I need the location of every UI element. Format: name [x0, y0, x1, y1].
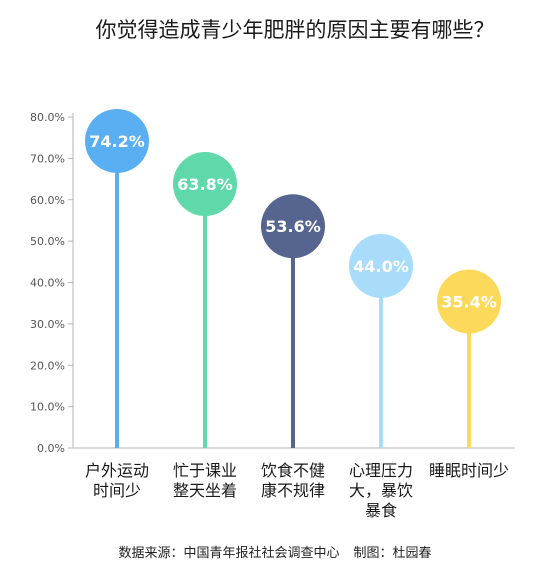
data-source: 数据来源：中国青年报社社会调查中心 — [118, 546, 340, 561]
category-label: 康不规律 — [261, 481, 325, 500]
value-label: 44.0% — [353, 257, 409, 276]
value-label: 35.4% — [441, 293, 497, 312]
source-line: 数据来源：中国青年报社社会调查中心 制图：杜园春 — [0, 542, 550, 561]
y-tick-label: 0.0% — [37, 442, 65, 455]
category-label: 暴食 — [365, 501, 397, 520]
chart-credit: 制图：杜园春 — [353, 546, 432, 561]
category-label: 心理压力 — [349, 461, 413, 480]
value-label: 63.8% — [177, 175, 233, 194]
y-tick-label: 10.0% — [30, 401, 65, 414]
category-label: 睡眠时间少 — [429, 461, 509, 480]
value-label: 53.6% — [265, 217, 321, 236]
category-label: 整天坐着 — [173, 481, 237, 500]
y-tick-label: 60.0% — [30, 194, 65, 207]
y-tick-label: 20.0% — [30, 359, 65, 372]
y-tick-label: 70.0% — [30, 152, 65, 165]
y-tick-label: 40.0% — [30, 277, 65, 290]
lollipop-head — [85, 108, 149, 173]
category-label: 户外运动 — [85, 461, 149, 480]
category-label: 大，暴饮 — [349, 481, 413, 500]
y-tick-label: 80.0% — [30, 111, 65, 124]
category-label: 饮食不健 — [261, 461, 325, 480]
lollipop-head — [349, 233, 413, 298]
category-label: 忙于课业 — [173, 461, 237, 480]
lollipop-head — [261, 194, 325, 259]
value-label: 74.2% — [89, 132, 145, 151]
y-tick-label: 50.0% — [30, 235, 65, 248]
lollipop-head — [437, 269, 501, 334]
y-tick-label: 30.0% — [30, 318, 65, 331]
chart-title: 你觉得造成青少年肥胖的原因主要有哪些？ — [95, 18, 495, 42]
category-label: 时间少 — [93, 481, 141, 500]
lollipop-head — [173, 152, 237, 217]
